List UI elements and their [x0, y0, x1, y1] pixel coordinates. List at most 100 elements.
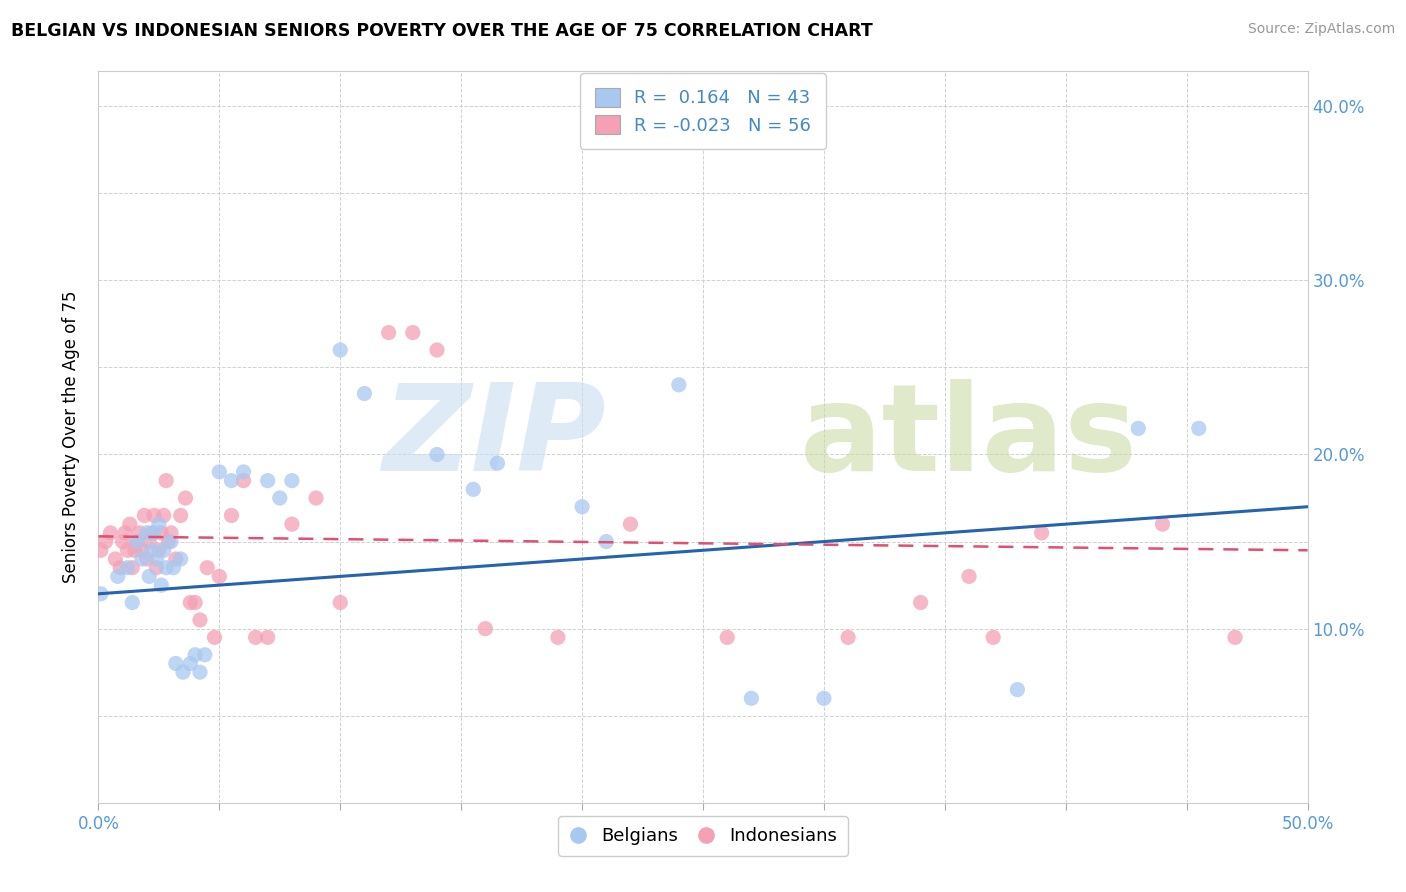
Point [148, 543, 170, 558]
Point [281, 474, 304, 488]
Point [188, 665, 211, 680]
Point [1128, 421, 1150, 435]
Point [169, 508, 191, 523]
Point [165, 552, 187, 566]
Point [152, 508, 174, 523]
Point [957, 569, 980, 583]
Point [169, 552, 191, 566]
Point [305, 491, 328, 505]
Point [143, 508, 166, 523]
Point [134, 508, 156, 523]
Point [179, 595, 201, 609]
Point [141, 543, 163, 558]
Point [402, 326, 425, 340]
Point [245, 631, 267, 645]
Point [148, 517, 170, 532]
Point [152, 543, 174, 558]
Point [668, 377, 690, 392]
Point [232, 465, 254, 479]
Text: ZIP: ZIP [382, 378, 606, 496]
Point [155, 560, 177, 574]
Point [184, 595, 207, 609]
Point [204, 631, 226, 645]
Point [269, 491, 291, 505]
Point [740, 691, 762, 706]
Point [716, 631, 738, 645]
Point [108, 560, 131, 574]
Point [145, 560, 167, 574]
Point [595, 534, 617, 549]
Text: BELGIAN VS INDONESIAN SENIORS POVERTY OVER THE AGE OF 75 CORRELATION CHART: BELGIAN VS INDONESIAN SENIORS POVERTY OV… [11, 22, 873, 40]
Point [281, 517, 304, 532]
Point [837, 631, 859, 645]
Point [121, 595, 143, 609]
Point [155, 474, 177, 488]
Point [174, 491, 197, 505]
Point [179, 657, 201, 671]
Point [127, 534, 149, 549]
Point [162, 560, 184, 574]
Point [486, 456, 509, 470]
Point [150, 525, 173, 540]
Point [256, 474, 278, 488]
Point [184, 648, 207, 662]
Point [107, 569, 129, 583]
Point [329, 595, 352, 609]
Point [121, 560, 143, 574]
Point [118, 517, 141, 532]
Point [195, 560, 218, 574]
Text: atlas: atlas [800, 378, 1137, 496]
Point [353, 386, 375, 401]
Point [127, 534, 149, 549]
Point [135, 552, 157, 566]
Point [131, 552, 153, 566]
Point [188, 613, 211, 627]
Point [117, 543, 139, 558]
Point [208, 465, 231, 479]
Point [131, 543, 153, 558]
Point [172, 665, 194, 680]
Point [114, 525, 136, 540]
Point [165, 657, 187, 671]
Point [135, 525, 157, 540]
Point [619, 517, 641, 532]
Point [329, 343, 352, 357]
Point [208, 569, 231, 583]
Point [90, 543, 112, 558]
Y-axis label: Seniors Poverty Over the Age of 75: Seniors Poverty Over the Age of 75 [62, 291, 80, 583]
Point [474, 622, 496, 636]
Point [111, 534, 134, 549]
Point [138, 534, 160, 549]
Point [426, 448, 449, 462]
Legend: Belgians, Indonesians: Belgians, Indonesians [558, 816, 848, 856]
Point [157, 534, 180, 549]
Point [813, 691, 835, 706]
Point [160, 525, 183, 540]
Point [150, 578, 173, 592]
Point [128, 525, 150, 540]
Point [143, 525, 166, 540]
Point [1007, 682, 1029, 697]
Text: Source: ZipAtlas.com: Source: ZipAtlas.com [1247, 22, 1395, 37]
Point [256, 631, 278, 645]
Point [94, 534, 117, 549]
Point [100, 525, 122, 540]
Point [232, 474, 254, 488]
Point [910, 595, 932, 609]
Point [104, 552, 127, 566]
Point [463, 483, 485, 497]
Point [1031, 525, 1053, 540]
Point [194, 648, 217, 662]
Point [138, 569, 160, 583]
Point [124, 543, 146, 558]
Point [1223, 631, 1246, 645]
Point [160, 534, 183, 549]
Point [141, 525, 163, 540]
Point [221, 508, 243, 523]
Point [547, 631, 569, 645]
Point [981, 631, 1004, 645]
Point [1152, 517, 1174, 532]
Point [117, 560, 139, 574]
Point [426, 343, 449, 357]
Point [571, 500, 593, 514]
